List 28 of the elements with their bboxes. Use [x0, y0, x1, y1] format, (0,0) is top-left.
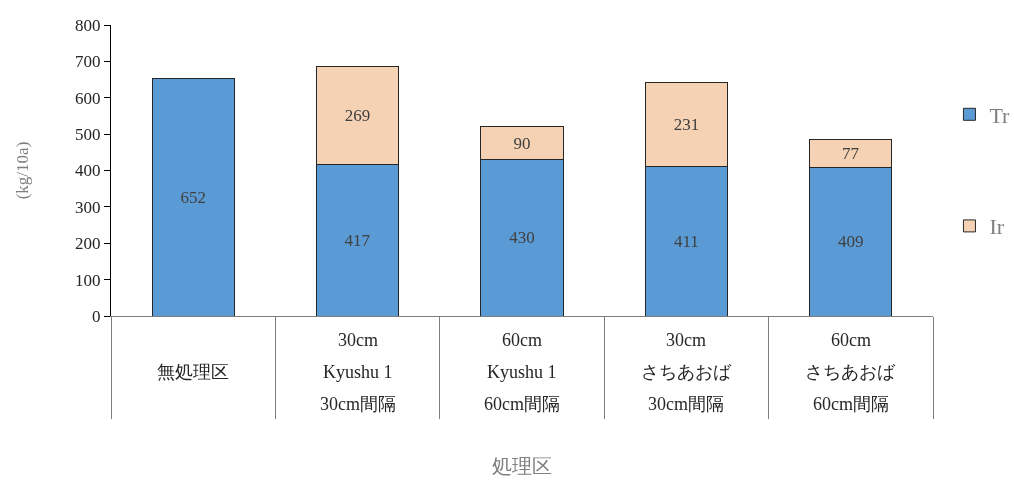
data-label: 430 — [509, 228, 535, 248]
data-label: 652 — [180, 187, 206, 207]
y-tick-label: 300 — [75, 197, 101, 217]
x-tick-label: 60cm Kyushu 1 60cm間隔 — [484, 330, 560, 414]
x-tick-label: 30cm Kyushu 1 30cm間隔 — [320, 330, 396, 414]
bar — [151, 78, 235, 316]
y-tick-label: 800 — [75, 15, 101, 35]
data-label: 409 — [838, 232, 864, 252]
legend-label: Tr — [989, 102, 1011, 128]
y-tick-label: 0 — [92, 306, 101, 326]
data-label: 77 — [842, 143, 860, 163]
y-axis-title: (kg/10a) — [12, 141, 32, 200]
y-tick-label: 200 — [75, 234, 101, 254]
legend-label: Ir — [989, 214, 1005, 240]
data-label: 411 — [673, 231, 699, 251]
x-tick-label: 無処理区 — [157, 362, 229, 382]
x-axis-title: 処理区 — [492, 454, 552, 477]
y-tick-label: 700 — [75, 52, 101, 72]
y-tick-label: 500 — [75, 125, 101, 145]
data-label: 417 — [344, 230, 371, 250]
y-tick-label: 100 — [75, 270, 101, 290]
x-tick-label: 30cm さちあおば 30cm間隔 — [641, 330, 732, 414]
y-tick-label: 400 — [75, 161, 101, 181]
y-tick-label: 600 — [75, 88, 101, 108]
data-label: 90 — [513, 133, 531, 153]
x-tick-label: 60cm さちあおば 60cm間隔 — [805, 330, 896, 414]
data-label: 269 — [344, 105, 371, 125]
data-label: 231 — [673, 114, 700, 134]
